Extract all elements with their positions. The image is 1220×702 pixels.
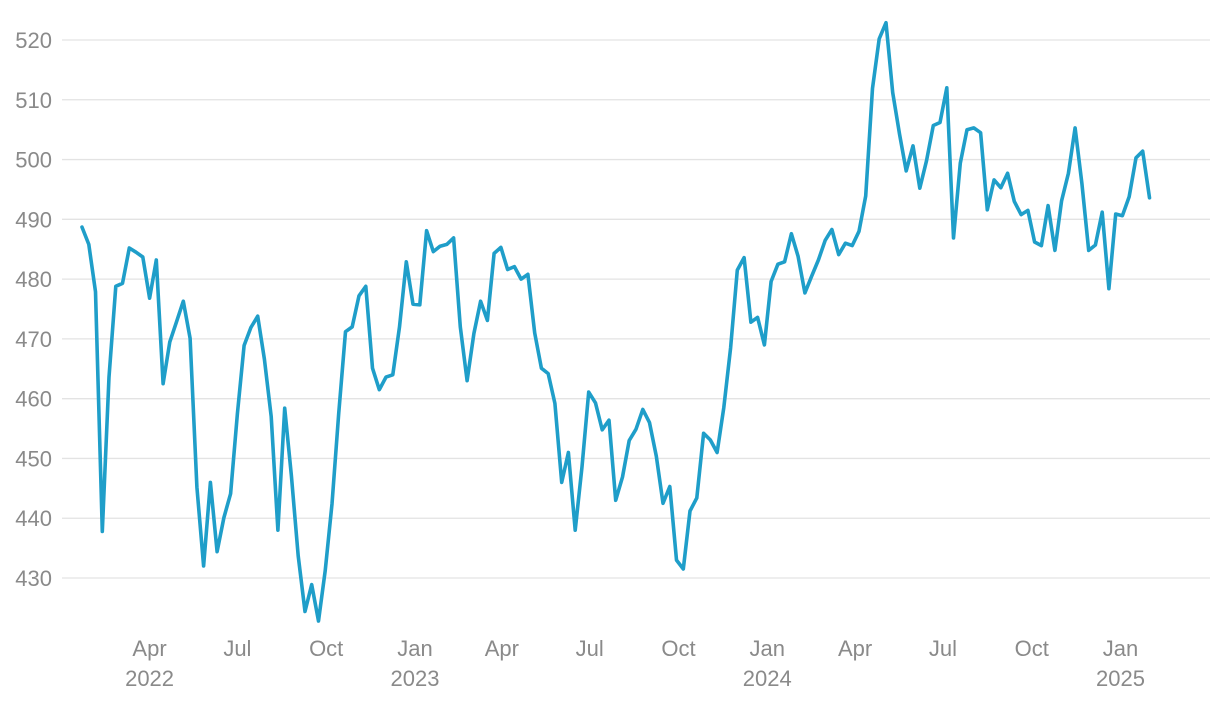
x-tick-year-label: 2025: [1096, 666, 1145, 691]
y-tick-label: 490: [15, 207, 52, 232]
x-tick-year-label: 2023: [391, 666, 440, 691]
x-tick-label: Jul: [223, 636, 251, 661]
gridlines: [62, 39, 1210, 579]
x-tick-label: Jan: [1103, 636, 1138, 661]
y-tick-label: 480: [15, 267, 52, 292]
y-axis-ticks: 430 440 450 460 470 480 490 500 510 520: [15, 28, 52, 591]
x-tick-year-label: 2024: [743, 666, 792, 691]
x-tick-label: Apr: [485, 636, 519, 661]
y-tick-label: 450: [15, 446, 52, 471]
x-tick-label: Oct: [661, 636, 695, 661]
x-tick-label: Apr: [838, 636, 872, 661]
x-axis-ticks: Apr 2022 Jul Oct Jan 2023 Apr Jul Oct Jan 2024 Apr J…: [125, 636, 1145, 691]
x-tick-label: Apr: [132, 636, 166, 661]
x-tick-label: Oct: [1015, 636, 1049, 661]
x-tick-year-label: 2022: [125, 666, 174, 691]
x-tick-label: Jul: [576, 636, 604, 661]
x-tick-label: Oct: [309, 636, 343, 661]
y-tick-label: 500: [15, 148, 52, 173]
y-tick-label: 440: [15, 506, 52, 531]
series-group: [80, 20, 1152, 623]
x-tick-label: Jul: [929, 636, 957, 661]
y-tick-label: 470: [15, 327, 52, 352]
y-tick-label: 460: [15, 387, 52, 412]
y-tick-label: 520: [15, 28, 52, 53]
y-tick-label: 510: [15, 88, 52, 113]
x-tick-label: Jan: [397, 636, 432, 661]
y-tick-label: 430: [15, 566, 52, 591]
x-tick-label: Jan: [750, 636, 785, 661]
series-line-0: [80, 20, 1152, 623]
